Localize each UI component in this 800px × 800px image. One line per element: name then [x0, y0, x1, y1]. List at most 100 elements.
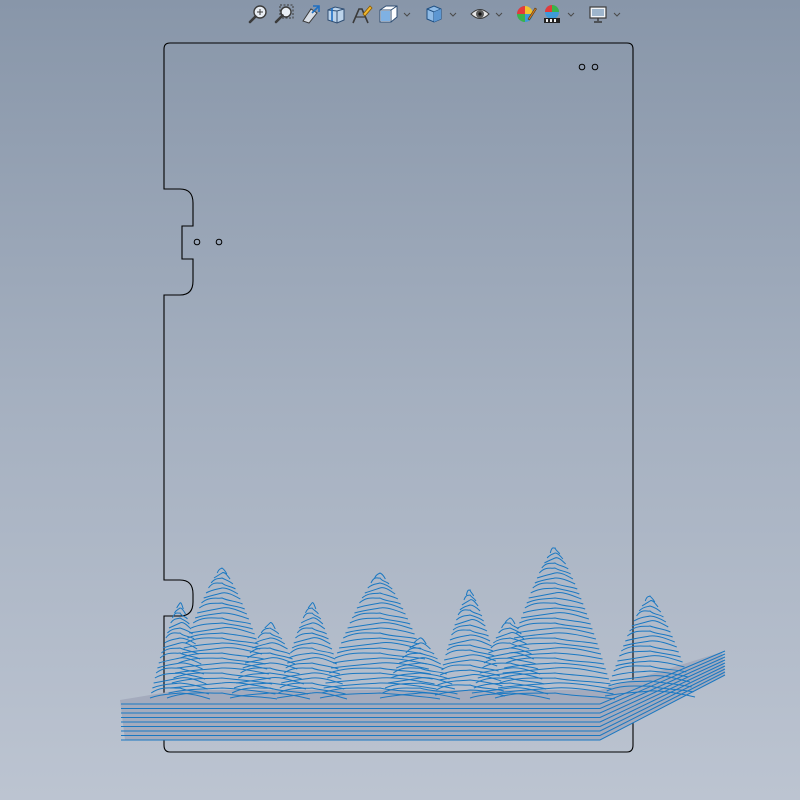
- terrain-contour-line: [370, 577, 390, 585]
- terrain-contour-model[interactable]: [120, 547, 726, 741]
- terrain-contour-line: [636, 610, 664, 618]
- terrain-contour-line: [486, 652, 534, 660]
- terrain-contour-line: [494, 692, 616, 700]
- terrain-contour-line: [549, 547, 561, 555]
- zoom-to-area-button[interactable]: [272, 2, 296, 26]
- apply-scene-icon: [544, 5, 560, 23]
- edit-appearance-button[interactable]: [514, 2, 538, 26]
- terrain-contour-line: [465, 588, 475, 597]
- terrain-contour-line: [504, 662, 606, 670]
- terrain-contour-line: [254, 637, 286, 645]
- terrain-contour-line: [173, 672, 271, 680]
- terrain-contour-line: [153, 677, 207, 685]
- terrain-contour-line: [152, 682, 208, 690]
- terrain-base-layer: [121, 662, 726, 723]
- terrain-contour-line: [161, 647, 199, 655]
- terrain-contour-line: [157, 662, 203, 670]
- terrain-contour-line: [448, 639, 492, 647]
- terrain-contour-line: [399, 657, 441, 665]
- terrain-contour-line: [165, 632, 195, 640]
- terrain-contour-line: [477, 672, 543, 680]
- terrain-contour-line: [339, 642, 422, 650]
- terrain-contour-line: [331, 662, 429, 670]
- chevron-down-icon: [495, 12, 503, 17]
- terrain-contour-line: [457, 609, 483, 617]
- terrain-contour-line: [454, 619, 486, 627]
- terrain-contour-line: [155, 667, 205, 675]
- terrain-contour-line: [349, 617, 411, 625]
- chevron-down-icon: [567, 12, 575, 17]
- edit-appearance-icon: [517, 6, 537, 22]
- terrain-contour-line: [495, 632, 525, 640]
- terrain-contour-line: [210, 577, 234, 585]
- display-style-button[interactable]: [422, 2, 446, 26]
- terrain-contour-line: [538, 567, 571, 575]
- terrain-contour-line: [194, 612, 250, 620]
- terrain-contour-line: [359, 597, 401, 605]
- terrain-contour-line: [187, 632, 257, 640]
- terrain-contour-line: [519, 617, 591, 625]
- terrain-contour-line: [183, 642, 261, 650]
- terrain-contour-line: [213, 572, 231, 580]
- terrain-contour-line: [327, 672, 433, 680]
- terrain-contour-line: [402, 652, 438, 660]
- terrain-contour-line: [396, 662, 444, 670]
- terrain-contour-line: [631, 620, 669, 628]
- view-orientation-icon: [379, 5, 398, 23]
- apply-scene-dropdown[interactable]: [566, 2, 576, 26]
- apply-scene-button[interactable]: [540, 2, 564, 26]
- terrain-contour-line: [293, 637, 331, 645]
- terrain-contour-line: [305, 607, 319, 615]
- section-view-button[interactable]: [324, 2, 348, 26]
- terrain-contour-line: [514, 632, 597, 640]
- terrain-contour-line: [473, 682, 547, 690]
- terrain-contour-line: [613, 665, 687, 673]
- view-orientation-button[interactable]: [376, 2, 400, 26]
- hide-show-items-dropdown[interactable]: [494, 2, 504, 26]
- terrain-contour-line: [638, 605, 662, 613]
- terrain-contour-line: [611, 670, 689, 678]
- sheet-outline: [163, 42, 634, 753]
- terrain-contour-line: [249, 647, 291, 655]
- terrain-contour-line: [623, 640, 677, 648]
- terrain-contour-line: [334, 652, 426, 660]
- terrain-contour-line: [150, 687, 209, 695]
- terrain-contour-line: [544, 557, 567, 565]
- annotation-view-icon: [352, 5, 373, 24]
- terrain-contour-line: [208, 582, 236, 590]
- terrain-contour-line: [526, 597, 584, 605]
- terrain-contour-line: [382, 687, 458, 695]
- view-settings-dropdown[interactable]: [612, 2, 622, 26]
- view-orientation-dropdown[interactable]: [402, 2, 412, 26]
- terrain-contour-line: [546, 552, 564, 560]
- terrain-contour-line: [191, 622, 253, 630]
- terrain-contour-line: [333, 657, 428, 665]
- terrain-contour-line: [170, 617, 190, 625]
- hide-show-items-button[interactable]: [468, 2, 492, 26]
- terrain-base-layer: [121, 674, 726, 741]
- terrain-contour-line: [278, 687, 346, 695]
- terrain-contour-line: [633, 615, 667, 623]
- terrain-contour-line: [521, 612, 590, 620]
- dynamic-annotation-view-button[interactable]: [350, 2, 374, 26]
- terrain-contour-line: [247, 652, 293, 660]
- view-settings-button[interactable]: [586, 2, 610, 26]
- terrain-contour-line: [384, 682, 456, 690]
- terrain-contour-line: [604, 690, 696, 698]
- terrain-contour-line: [534, 577, 576, 585]
- previous-view-button[interactable]: [298, 2, 322, 26]
- terrain-contour-line: [390, 672, 450, 680]
- chevron-down-icon: [403, 12, 411, 17]
- zoom-to-fit-button[interactable]: [246, 2, 270, 26]
- terrain-contour-line: [233, 682, 307, 690]
- terrain-contour-line: [501, 622, 519, 630]
- display-style-dropdown[interactable]: [448, 2, 458, 26]
- terrain-contour-line: [459, 604, 481, 612]
- terrain-contour-line: [608, 680, 692, 688]
- terrain-base-layer: [121, 671, 726, 736]
- terrain-contour-line: [291, 642, 333, 650]
- terrain-contour-line: [475, 677, 545, 685]
- monitor-icon: [589, 6, 607, 23]
- terrain-contour-line: [296, 627, 328, 635]
